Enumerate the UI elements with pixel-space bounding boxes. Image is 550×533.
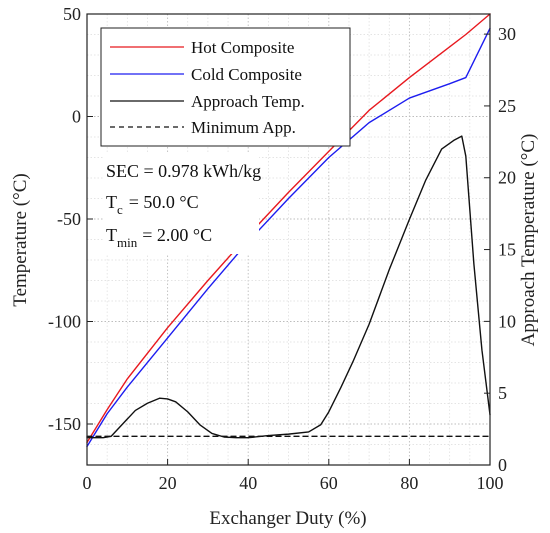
y-left-tick-label: -50 xyxy=(57,209,81,229)
x-axis-label: Exchanger Duty (%) xyxy=(209,508,366,529)
legend-minimum-app: Minimum App. xyxy=(191,118,296,137)
y-axis-left-label: Temperature (°C) xyxy=(10,173,31,306)
series-hot-composite xyxy=(86,13,491,444)
y-right-tick-label: 10 xyxy=(498,311,516,331)
y-right-tick-label: 20 xyxy=(498,168,516,188)
x-tick-label: 40 xyxy=(239,473,257,493)
series-approach-temp xyxy=(86,135,491,439)
annotation-tmin-value: = 2.00 °C xyxy=(142,225,212,245)
annotation-tc-value: = 50.0 °C xyxy=(129,192,199,212)
annotation-tmin-subscript: min xyxy=(117,235,138,250)
annotation-tc-subscript: c xyxy=(117,202,123,217)
x-tick-label: 100 xyxy=(477,473,504,493)
annotation-sec: SEC = 0.978 kWh/kg xyxy=(106,161,261,181)
y-right-tick-label: 0 xyxy=(498,455,507,475)
legend-cold-composite: Cold Composite xyxy=(191,65,302,84)
x-tick-label: 60 xyxy=(320,473,338,493)
y-right-tick-label: 5 xyxy=(498,383,507,403)
legend: Hot Composite Cold Composite Approach Te… xyxy=(100,27,351,147)
y-right-tick-label: 30 xyxy=(498,24,516,44)
annotation-tmin: Tmin = 2.00 °C xyxy=(106,225,212,250)
y-left-tick-label: 50 xyxy=(63,4,81,24)
annotation-tmin-symbol: T xyxy=(106,225,117,245)
series-layer xyxy=(86,13,491,448)
annotation-tc: Tc = 50.0 °C xyxy=(106,192,199,217)
y-left-tick-label: -100 xyxy=(48,312,81,332)
legend-hot-composite: Hot Composite xyxy=(191,38,294,57)
y-right-tick-label: 25 xyxy=(498,96,516,116)
ticks: 0 20 40 60 80 100 -150 -100 -50 0 50 0 5 10 15 20 25 30 xyxy=(48,4,516,493)
y-left-tick-label: 0 xyxy=(72,107,81,127)
y-left-tick-label: -150 xyxy=(48,414,81,434)
x-tick-label: 20 xyxy=(159,473,177,493)
legend-approach-temp: Approach Temp. xyxy=(191,92,305,111)
annotation-block: SEC = 0.978 kWh/kg Tc = 50.0 °C Tmin = 2.0… xyxy=(103,154,261,254)
y-right-tick-label: 15 xyxy=(498,240,516,260)
annotation-tc-symbol: T xyxy=(106,192,117,212)
series-cold-composite xyxy=(86,27,491,448)
plot-frame xyxy=(86,13,491,466)
x-tick-label: 0 xyxy=(83,473,92,493)
legend-box xyxy=(100,27,351,147)
annotation-background xyxy=(103,154,259,254)
x-tick-label: 80 xyxy=(400,473,418,493)
y-axis-right-label: Approach Temperature (°C) xyxy=(518,134,539,347)
